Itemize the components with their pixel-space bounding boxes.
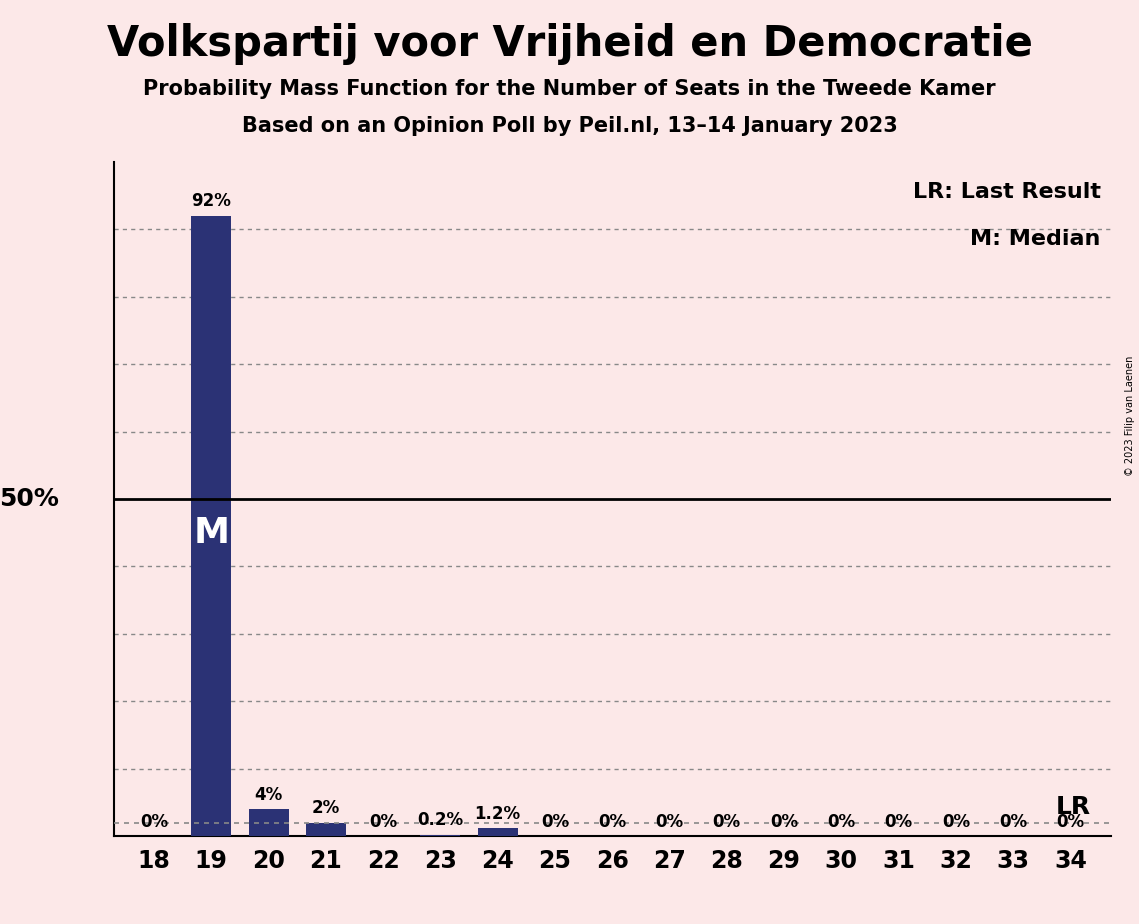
Text: 0%: 0%: [140, 813, 169, 831]
Bar: [420, 835, 460, 836]
Text: Volkspartij voor Vrijheid en Democratie: Volkspartij voor Vrijheid en Democratie: [107, 23, 1032, 65]
Text: 0%: 0%: [770, 813, 798, 831]
Text: 0%: 0%: [655, 813, 683, 831]
Bar: [305, 822, 346, 836]
Text: LR: Last Result: LR: Last Result: [912, 182, 1100, 202]
Text: 0%: 0%: [713, 813, 740, 831]
Text: 4%: 4%: [254, 785, 282, 804]
Text: © 2023 Filip van Laenen: © 2023 Filip van Laenen: [1125, 356, 1134, 476]
Text: 0%: 0%: [1056, 813, 1084, 831]
Text: 1.2%: 1.2%: [475, 805, 521, 822]
Text: M: M: [194, 516, 229, 550]
Text: 0%: 0%: [598, 813, 626, 831]
Text: 92%: 92%: [191, 192, 231, 211]
Text: 50%: 50%: [0, 487, 59, 511]
Bar: [477, 828, 518, 836]
Text: 2%: 2%: [312, 799, 339, 818]
Text: 0%: 0%: [999, 813, 1027, 831]
Text: Probability Mass Function for the Number of Seats in the Tweede Kamer: Probability Mass Function for the Number…: [144, 79, 995, 99]
Text: 0%: 0%: [827, 813, 855, 831]
Text: LR: LR: [1056, 796, 1090, 820]
Text: 0%: 0%: [541, 813, 570, 831]
Text: M: Median: M: Median: [970, 229, 1100, 249]
Bar: [191, 215, 231, 836]
Text: 0%: 0%: [369, 813, 398, 831]
Text: 0%: 0%: [942, 813, 970, 831]
Text: Based on an Opinion Poll by Peil.nl, 13–14 January 2023: Based on an Opinion Poll by Peil.nl, 13–…: [241, 116, 898, 136]
Bar: [248, 809, 288, 836]
Text: 0%: 0%: [885, 813, 912, 831]
Text: 0.2%: 0.2%: [417, 811, 464, 830]
